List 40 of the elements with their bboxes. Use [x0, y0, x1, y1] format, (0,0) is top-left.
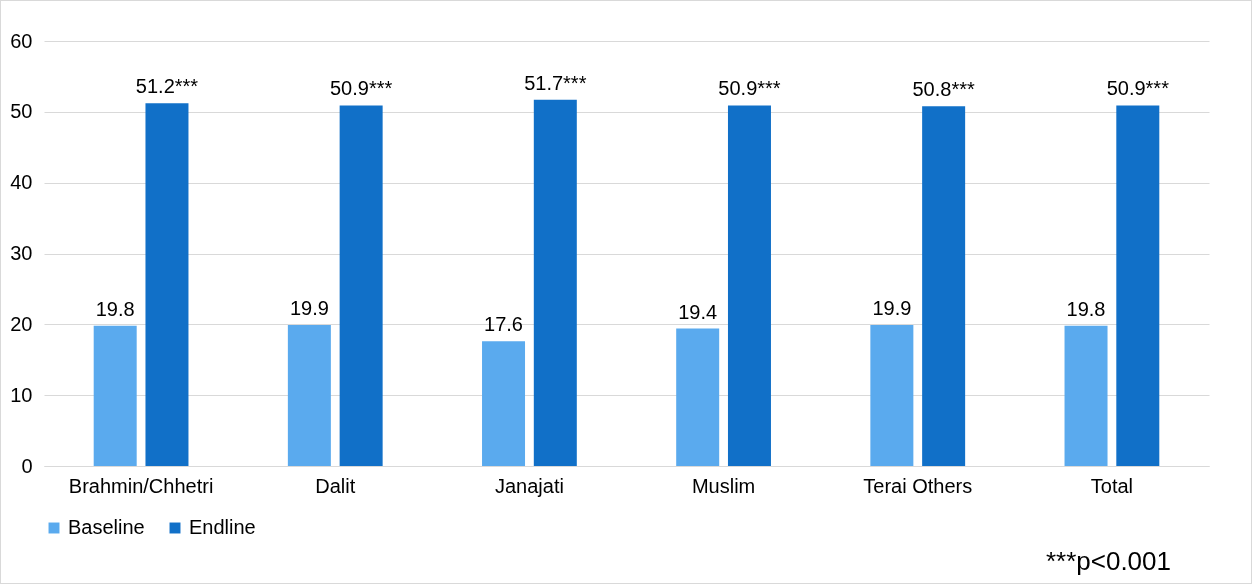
data-label: 19.4 [678, 300, 718, 323]
data-label: 51.2*** [135, 75, 199, 98]
x-tick-label: Total [1090, 474, 1134, 497]
bar [287, 325, 331, 466]
text: ***p<0.001 [1045, 546, 1171, 577]
data-label: 19.9 [289, 297, 329, 320]
data-label: 19.9 [872, 297, 912, 320]
bar [145, 103, 189, 466]
data-label: 50.9*** [1106, 77, 1170, 100]
data-label: 19.8 [95, 297, 135, 320]
x-tick-label: Brahmin/Chhetri [68, 474, 214, 497]
x-tick-label: Dalit [315, 474, 356, 497]
bar [93, 325, 137, 466]
x-tick-label: Muslim [691, 474, 756, 497]
bar [533, 99, 577, 466]
bar [870, 325, 914, 466]
bar [1064, 325, 1108, 466]
y-tick-label: 10 [10, 383, 33, 406]
legend-label: Baseline [68, 516, 145, 538]
x-tick-label: Janajati [494, 474, 564, 497]
legend-label: Endline [189, 516, 256, 538]
bar [482, 341, 526, 466]
y-tick-label: 40 [10, 171, 33, 194]
data-label: 50.9*** [718, 77, 781, 100]
y-tick-label: 0 [21, 454, 33, 477]
y-tick-label: 30 [10, 242, 33, 264]
bar [339, 105, 383, 466]
data-label: 51.7*** [524, 71, 587, 94]
x-tick-label: Terai Others [863, 474, 973, 497]
bar [922, 106, 966, 466]
y-tick-label: 60 [10, 29, 33, 52]
data-label: 17.6 [484, 313, 523, 336]
bar [1116, 105, 1160, 466]
data-label: 50.8*** [912, 78, 975, 101]
data-label: 50.9*** [330, 77, 393, 100]
data-label: 19.8 [1066, 297, 1106, 320]
y-tick-label: 20 [10, 312, 33, 335]
bar [727, 105, 771, 466]
bar [676, 328, 720, 466]
y-tick-label: 50 [10, 100, 33, 123]
